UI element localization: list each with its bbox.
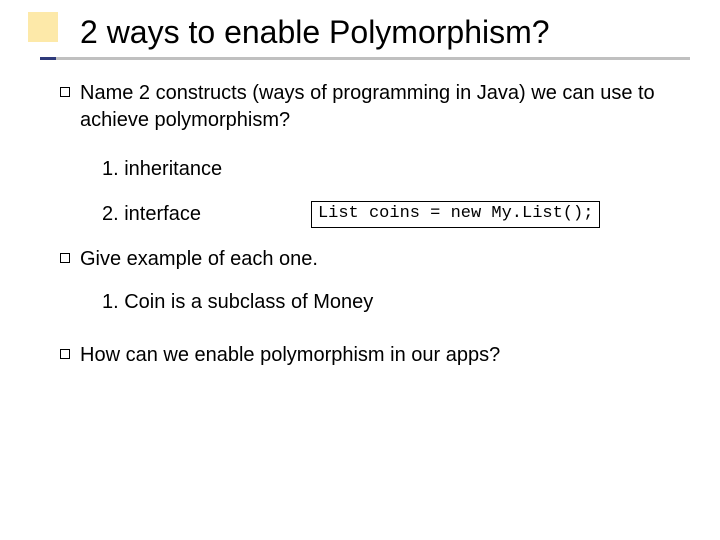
square-bullet-icon [60,349,70,359]
answer-2-1: 1. Coin is a subclass of Money [102,289,680,316]
underline-grey [40,57,690,60]
title-underline [40,57,690,60]
slide: 2 ways to enable Polymorphism? Name 2 co… [0,0,720,540]
square-bullet-icon [60,87,70,97]
bullet-item-2: Give example of each one. [60,246,680,273]
underline-navy [40,57,56,60]
answer-1-1: 1. inheritance [102,156,680,183]
corner-accent [28,12,58,42]
square-bullet-icon [60,253,70,263]
title-area: 2 ways to enable Polymorphism? [80,14,680,60]
question-3: How can we enable polymorphism in our ap… [80,342,680,369]
bullet-item-3: How can we enable polymorphism in our ap… [60,342,680,369]
answer-1-2: 2. interface [102,201,201,228]
content-area: Name 2 constructs (ways of programming i… [60,80,680,385]
bullet-item-1: Name 2 constructs (ways of programming i… [60,80,680,134]
question-1: Name 2 constructs (ways of programming i… [80,80,680,134]
question-2: Give example of each one. [80,246,680,273]
answer-1-2-row: 2. interface List coins = new My.List(); [102,201,680,228]
code-snippet: List coins = new My.List(); [311,201,600,228]
slide-title: 2 ways to enable Polymorphism? [80,14,680,51]
